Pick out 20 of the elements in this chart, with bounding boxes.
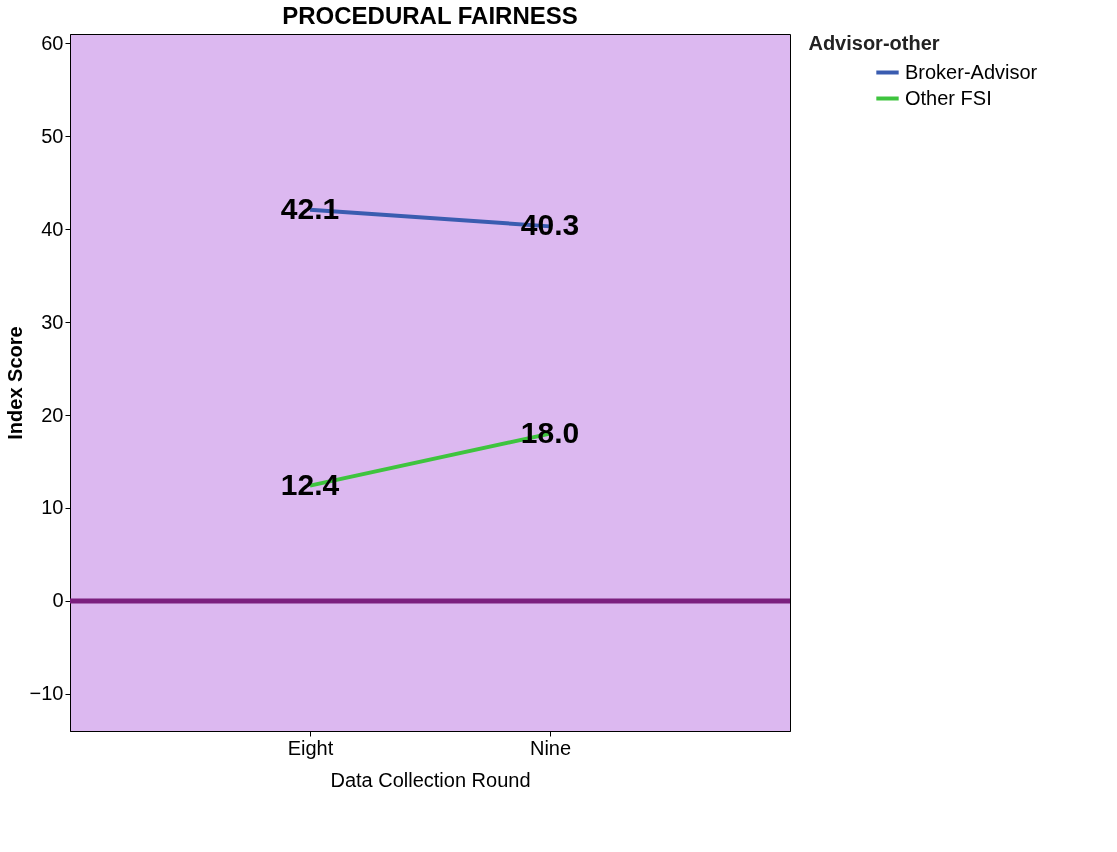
legend-label: Broker-Advisor <box>905 60 1038 83</box>
x-axis-title: Data Collection Round <box>330 768 531 791</box>
y-tick-label: 30 <box>41 310 64 333</box>
y-tick-label: −10 <box>29 682 64 705</box>
y-tick-label: 20 <box>41 403 64 426</box>
y-tick-label: 40 <box>41 217 64 240</box>
legend-title: Advisor-other <box>808 32 940 54</box>
chart-title: PROCEDURAL FAIRNESS <box>282 2 578 30</box>
y-tick-label: 0 <box>52 589 64 612</box>
data-label: 12.4 <box>280 467 340 501</box>
x-tick-label: Eight <box>287 736 334 759</box>
legend-label: Other FSI <box>905 86 992 109</box>
y-tick-label: 50 <box>41 124 64 147</box>
x-tick-label: Nine <box>529 736 572 759</box>
data-label: 42.1 <box>280 191 340 225</box>
data-label: 18.0 <box>520 415 580 449</box>
y-tick-label: 10 <box>41 496 64 519</box>
data-label: 40.3 <box>520 208 580 242</box>
y-axis-title: Index Score <box>3 326 26 440</box>
y-tick-label: 60 <box>41 31 64 54</box>
